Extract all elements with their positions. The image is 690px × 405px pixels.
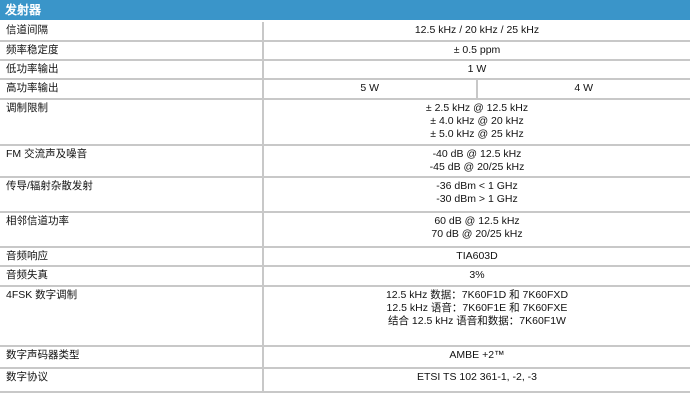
spec-value: 60 dB @ 12.5 kHz 70 dB @ 20/25 kHz — [263, 212, 690, 248]
spec-value: ETSI TS 102 361-1, -2, -3 — [263, 368, 690, 393]
spec-value-line: 12.5 kHz 数据：7K60F1D 和 7K60FXD — [385, 289, 569, 301]
spec-label: 频率稳定度 — [0, 41, 264, 61]
spec-value: TIA603D — [263, 247, 690, 267]
spec-value: ± 0.5 ppm — [263, 41, 690, 61]
spec-label: 数字协议 — [0, 368, 264, 393]
spec-label: 数字声码器类型 — [0, 346, 264, 369]
spec-value-line: ± 0.5 ppm — [453, 44, 501, 56]
spec-value-line: -30 dBm > 1 GHz — [436, 193, 518, 205]
table-row: 传导/辐射杂散发射 -36 dBm < 1 GHz -30 dBm > 1 GHz — [0, 177, 690, 213]
spec-value-line: ETSI TS 102 361-1, -2, -3 — [416, 371, 538, 383]
table-row: 频率稳定度 ± 0.5 ppm — [0, 41, 690, 61]
spec-label: 信道间隔 — [0, 22, 264, 42]
spec-value: 3% — [263, 266, 690, 287]
table-row: 4FSK 数字调制 12.5 kHz 数据：7K60F1D 和 7K60FXD 12… — [0, 286, 690, 347]
spec-value-line: 1 W — [467, 63, 487, 75]
section-header: 发射器 — [0, 0, 690, 22]
table-row: 音频失真 3% — [0, 266, 690, 287]
spec-value-line: ± 2.5 kHz @ 12.5 kHz — [425, 102, 529, 114]
spec-label: FM 交流声及噪音 — [0, 145, 264, 178]
spec-value: -40 dB @ 12.5 kHz -45 dB @ 20/25 kHz — [263, 145, 690, 178]
spec-label: 传导/辐射杂散发射 — [0, 177, 264, 213]
spec-label: 4FSK 数字调制 — [0, 286, 264, 347]
spec-value-line: 12.5 kHz 语音：7K60F1E 和 7K60FXE — [386, 302, 568, 314]
spec-value: AMBE +2™ — [263, 346, 690, 369]
spec-value-line: 70 dB @ 20/25 kHz — [431, 228, 523, 240]
table-row: 调制限制 ± 2.5 kHz @ 12.5 kHz ± 4.0 kHz @ 20 k… — [0, 99, 690, 146]
table-row: 相邻信道功率 60 dB @ 12.5 kHz 70 dB @ 20/25 kHz — [0, 212, 690, 248]
spec-table: 信道间隔 12.5 kHz / 20 kHz / 25 kHz 频率稳定度 ± 0.5… — [0, 22, 690, 393]
table-row: 低功率输出 1 W — [0, 60, 690, 80]
spec-value-line: TIA603D — [456, 250, 498, 262]
spec-value-line: ± 5.0 kHz @ 25 kHz — [430, 128, 524, 140]
spec-label: 音频响应 — [0, 247, 264, 267]
spec-value-line: 3% — [469, 269, 485, 281]
table-row: 数字声码器类型 AMBE +2™ — [0, 346, 690, 369]
table-row: 数字协议 ETSI TS 102 361-1, -2, -3 — [0, 368, 690, 393]
spec-value: 12.5 kHz 数据：7K60F1D 和 7K60FXD 12.5 kHz 语音… — [263, 286, 690, 347]
table-row: FM 交流声及噪音 -40 dB @ 12.5 kHz -45 dB @ 20/25… — [0, 145, 690, 178]
spec-value-line: 60 dB @ 12.5 kHz — [434, 215, 520, 227]
table-row: 信道间隔 12.5 kHz / 20 kHz / 25 kHz — [0, 22, 690, 42]
spec-value: 12.5 kHz / 20 kHz / 25 kHz — [263, 22, 690, 42]
spec-value-line: 结合 12.5 kHz 语音和数据：7K60F1W — [388, 315, 566, 327]
spec-label: 相邻信道功率 — [0, 212, 264, 248]
spec-value-line: -36 dBm < 1 GHz — [436, 180, 518, 192]
table-row: 音频响应 TIA603D — [0, 247, 690, 267]
spec-value: ± 2.5 kHz @ 12.5 kHz ± 4.0 kHz @ 20 kHz ± … — [263, 99, 690, 146]
spec-value-line: -45 dB @ 20/25 kHz — [429, 161, 525, 173]
spec-label: 音频失真 — [0, 266, 264, 287]
spec-label: 调制限制 — [0, 99, 264, 146]
spec-value-line: -40 dB @ 12.5 kHz — [432, 148, 522, 160]
spec-value-line: AMBE +2™ — [449, 349, 505, 361]
spec-value-line: ± 4.0 kHz @ 20 kHz — [430, 115, 524, 127]
spec-label: 高功率输出 — [0, 79, 264, 100]
spec-value: -36 dBm < 1 GHz -30 dBm > 1 GHz — [263, 177, 690, 213]
spec-value: 5 W — [263, 79, 478, 100]
spec-value-line: 12.5 kHz / 20 kHz / 25 kHz — [414, 24, 540, 36]
spec-label: 低功率输出 — [0, 60, 264, 80]
spec-value: 1 W — [263, 60, 690, 80]
spec-value: 4 W — [476, 79, 690, 100]
